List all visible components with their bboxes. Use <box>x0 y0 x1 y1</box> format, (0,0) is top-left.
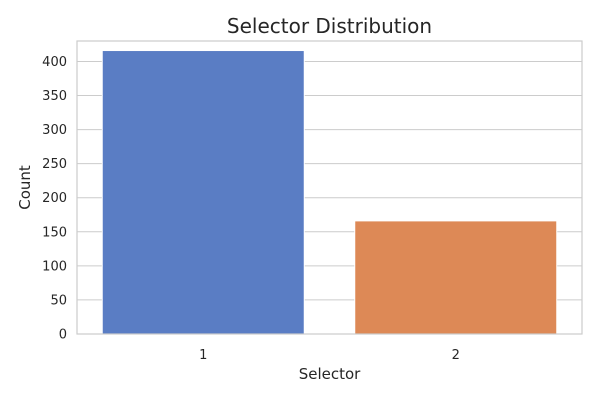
y-tick-label: 300 <box>42 123 67 138</box>
y-tick-label: 350 <box>42 89 67 104</box>
bar-2 <box>354 220 558 335</box>
y-tick-label: 400 <box>42 55 67 70</box>
x-tick-label: 2 <box>452 348 460 363</box>
x-tick-label: 1 <box>199 348 207 363</box>
y-axis-label: Count <box>16 165 34 210</box>
y-tick-label: 150 <box>42 225 67 240</box>
chart-title: Selector Distribution <box>227 14 432 38</box>
y-tick-labels: 0 50 100 150 200 250 300 350 400 <box>42 55 67 343</box>
y-tick-label: 0 <box>59 328 67 343</box>
x-axis-label: Selector <box>299 365 361 383</box>
y-tick-label: 50 <box>50 293 67 308</box>
bars <box>101 50 558 335</box>
plot-frame <box>76 40 583 335</box>
y-tick-label: 100 <box>42 259 67 274</box>
y-tick-label: 200 <box>42 191 67 206</box>
bar-1 <box>101 50 305 335</box>
y-tick-label: 250 <box>42 157 67 172</box>
